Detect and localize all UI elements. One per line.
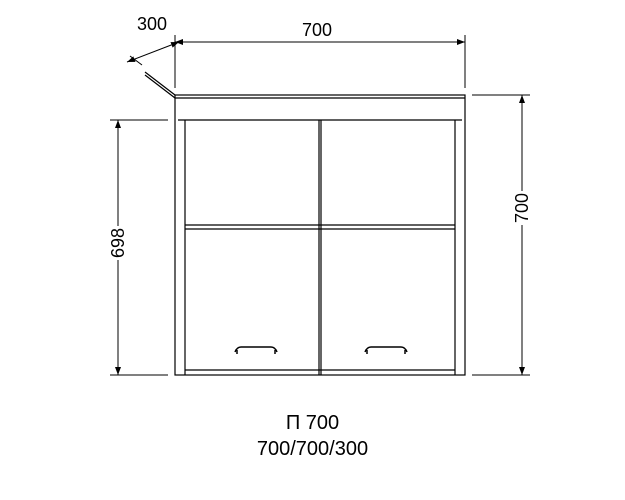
dim-height-outer-label: 700 <box>512 191 533 225</box>
dim-depth-label: 300 <box>135 14 169 35</box>
dim-height-inner-label: 698 <box>108 226 129 260</box>
model-name: П 700 <box>0 412 625 435</box>
depth-projection <box>145 72 175 98</box>
dim-width <box>175 35 465 88</box>
drawing-canvas: 300 700 700 698 П 700 700/700/300 <box>0 0 625 500</box>
dim-width-label: 700 <box>300 20 334 41</box>
dimensions-summary: 700/700/300 <box>0 438 625 461</box>
dim-height-outer <box>472 95 530 375</box>
cabinet-body <box>175 95 465 375</box>
